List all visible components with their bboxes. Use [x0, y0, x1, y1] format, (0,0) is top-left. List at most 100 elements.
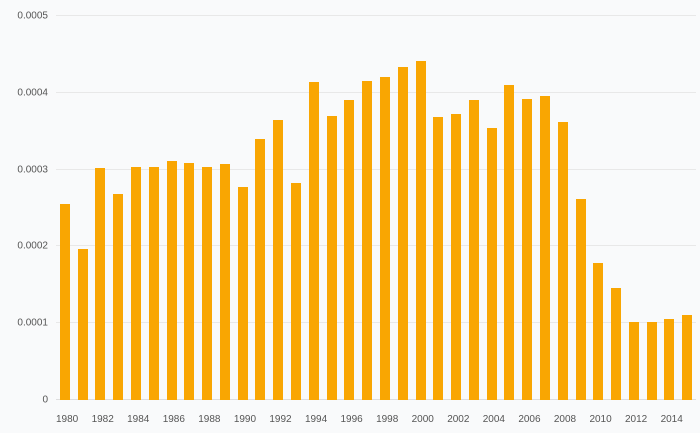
bar-2003[interactable]	[468, 100, 479, 400]
x-tick-label	[647, 414, 660, 425]
bar-slot	[554, 16, 572, 400]
bar-slot	[607, 16, 625, 400]
bar-slot	[412, 16, 430, 400]
x-tick-label	[612, 414, 625, 425]
x-tick-label: 2004	[482, 414, 505, 425]
bar-1987[interactable]	[184, 163, 195, 400]
bar-slot	[643, 16, 661, 400]
bar-slot	[429, 16, 447, 400]
bar-1998[interactable]	[379, 76, 390, 400]
x-tick-label: 1990	[233, 414, 257, 425]
x-tick-label	[398, 414, 411, 425]
x-tick-label: 2006	[518, 414, 541, 425]
bar-slot	[163, 16, 181, 400]
bar-slot	[483, 16, 501, 400]
gridline	[56, 91, 696, 93]
bar-2007[interactable]	[539, 95, 550, 400]
bar-2001[interactable]	[433, 117, 444, 400]
y-tick-label: 0.0005	[17, 10, 48, 22]
bar-2010[interactable]	[593, 263, 604, 400]
bar-1986[interactable]	[166, 161, 177, 400]
bar-2009[interactable]	[575, 198, 586, 400]
bar-1989[interactable]	[219, 164, 230, 400]
bar-slot	[678, 16, 696, 400]
x-tick-label	[576, 414, 589, 425]
bar-1985[interactable]	[148, 166, 159, 400]
x-tick-label: 2014	[660, 414, 683, 425]
bar-slot	[198, 16, 216, 400]
x-tick-label: 1992	[269, 414, 292, 425]
gridline	[56, 168, 696, 170]
bar-2011[interactable]	[611, 287, 622, 400]
x-tick-label	[683, 414, 696, 425]
bar-1982[interactable]	[95, 168, 106, 400]
x-tick-label	[469, 414, 482, 425]
x-tick-label: 2008	[553, 414, 577, 425]
bar-slot	[376, 16, 394, 400]
bar-slot	[518, 16, 536, 400]
bar-1993[interactable]	[291, 182, 302, 400]
gridline	[56, 322, 696, 324]
x-tick-label	[505, 414, 518, 425]
x-tick-label	[149, 414, 162, 425]
x-tick-label	[327, 414, 340, 425]
bar-slot	[341, 16, 359, 400]
gridline	[56, 245, 696, 247]
x-tick-label: 1994	[304, 414, 328, 425]
bar-1996[interactable]	[344, 99, 355, 400]
bar-2004[interactable]	[486, 128, 497, 400]
bar-2005[interactable]	[504, 85, 515, 400]
bar-1984[interactable]	[131, 167, 142, 400]
x-tick-label	[185, 414, 198, 425]
bar-slot	[501, 16, 519, 400]
bar-slot	[145, 16, 163, 400]
bar-slot	[572, 16, 590, 400]
x-tick-label: 1988	[198, 414, 221, 425]
x-tick-label: 1996	[340, 414, 363, 425]
bar-2012[interactable]	[628, 321, 639, 400]
bar-slot	[180, 16, 198, 400]
bar-1999[interactable]	[397, 67, 408, 400]
bar-slot	[394, 16, 412, 400]
bar-slot	[216, 16, 234, 400]
bar-2002[interactable]	[451, 113, 462, 400]
bar-slot	[305, 16, 323, 400]
bar-slot	[234, 16, 252, 400]
bar-2006[interactable]	[522, 98, 533, 400]
bar-2014[interactable]	[664, 319, 675, 400]
bar-1983[interactable]	[113, 194, 124, 400]
x-tick-label: 2000	[411, 414, 434, 425]
bar-slot	[74, 16, 92, 400]
bar-slot	[92, 16, 110, 400]
x-tick-label: 2010	[589, 414, 612, 425]
bar-slot	[56, 16, 74, 400]
bar-slot	[127, 16, 145, 400]
bar-slot	[358, 16, 376, 400]
bar-slot	[252, 16, 270, 400]
bar-1995[interactable]	[326, 115, 337, 400]
bar-1994[interactable]	[308, 82, 319, 400]
gridline	[56, 15, 696, 16]
bar-1991[interactable]	[255, 138, 266, 400]
bar-1980[interactable]	[59, 204, 70, 400]
x-tick-label: 2002	[447, 414, 470, 425]
y-tick-label: 0.0004	[17, 87, 48, 99]
x-tick-label	[221, 414, 234, 425]
bar-1990[interactable]	[237, 187, 248, 400]
y-tick-label: 0.0001	[17, 317, 48, 329]
bar-2013[interactable]	[646, 322, 657, 400]
bar-1992[interactable]	[273, 119, 284, 400]
bar-2015[interactable]	[682, 314, 693, 400]
x-tick-label	[292, 414, 305, 425]
bar-2008[interactable]	[557, 121, 568, 400]
bar-1981[interactable]	[77, 248, 88, 400]
x-tick-label	[256, 414, 269, 425]
bar-2000[interactable]	[415, 61, 426, 400]
x-tick-label: 1984	[127, 414, 150, 425]
bar-1988[interactable]	[202, 167, 213, 400]
x-tick-label	[363, 414, 376, 425]
bar-1997[interactable]	[362, 81, 373, 400]
y-tick-label: 0.0002	[17, 240, 48, 252]
bar-slot	[625, 16, 643, 400]
